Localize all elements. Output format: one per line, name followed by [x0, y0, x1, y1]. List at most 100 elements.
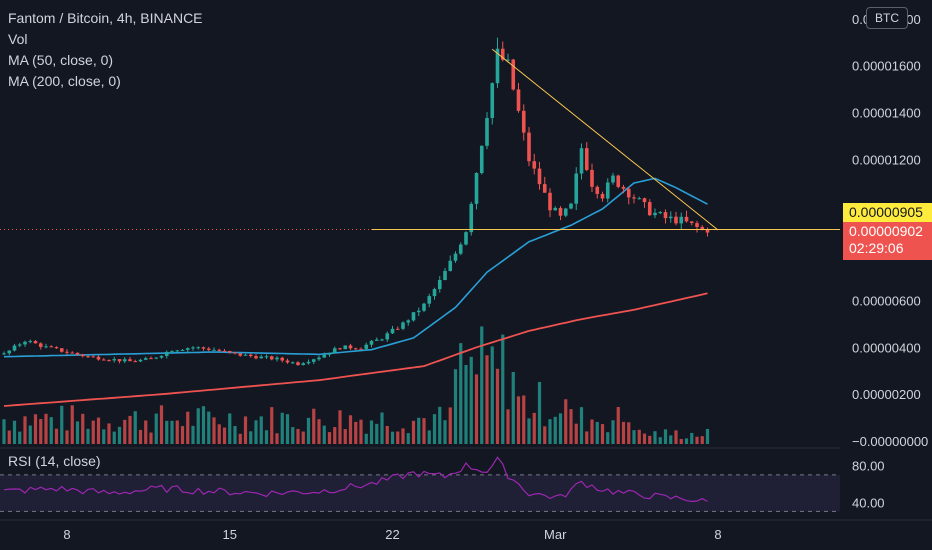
candle-body — [548, 192, 552, 211]
vol-indicator-label[interactable]: Vol — [8, 31, 28, 47]
volume-bar — [49, 417, 53, 444]
volume-bar — [385, 425, 389, 444]
volume-bar — [91, 420, 95, 444]
volume-bar — [375, 423, 379, 444]
volume-bar — [306, 417, 311, 444]
candle-body — [527, 132, 531, 162]
candle-body — [101, 359, 106, 361]
rsi-indicator-label[interactable]: RSI (14, close) — [8, 453, 101, 469]
volume-bar — [574, 423, 578, 444]
candle-body — [196, 347, 201, 349]
candle-body — [54, 347, 59, 349]
volume-bar — [228, 413, 232, 444]
price-axis-label: 0.00001400 — [852, 106, 921, 121]
volume-bar — [516, 396, 521, 444]
volume-bar — [170, 420, 174, 444]
candle-body — [133, 361, 138, 363]
candle-body — [254, 356, 258, 359]
candle-body — [86, 356, 90, 358]
rsi-axis-label: 80.00 — [852, 459, 885, 474]
volume-bar — [280, 412, 284, 444]
volume-bar — [669, 435, 673, 444]
volume-bar — [422, 418, 426, 444]
volume-bar — [75, 421, 80, 444]
volume-bar — [33, 414, 38, 444]
candle-body — [259, 356, 264, 359]
currency-button[interactable]: BTC — [866, 7, 908, 29]
volume-bar — [611, 420, 615, 444]
time-axis-label: 15 — [223, 527, 237, 542]
candle-body — [558, 207, 563, 216]
volume-bar — [233, 425, 237, 444]
volume-bar — [558, 413, 563, 444]
candle-body — [70, 352, 75, 354]
volume-bar — [684, 438, 689, 444]
candle-body — [401, 322, 405, 329]
last-price-tag: 0.00000902 02:29:06 — [843, 222, 932, 260]
candle-body — [485, 117, 489, 146]
volume-bar — [133, 411, 137, 444]
candle-body — [275, 357, 279, 360]
candle-body — [395, 328, 400, 330]
candle-body — [59, 348, 64, 352]
candle-body — [521, 110, 526, 133]
volume-bar — [443, 420, 447, 444]
price-axis-label: 0.00001600 — [852, 59, 921, 74]
volume-bar — [674, 430, 678, 444]
symbol-title[interactable]: Fantom / Bitcoin, 4h, BINANCE — [8, 10, 203, 26]
volume-bar — [44, 413, 48, 444]
rsi-band-fill — [0, 474, 840, 512]
candle-body — [33, 341, 38, 344]
candle-body — [663, 212, 668, 219]
volume-bar — [12, 420, 17, 444]
time-axis-label: 22 — [385, 527, 399, 542]
candle-body — [343, 345, 348, 350]
candle-body — [75, 352, 80, 355]
volume-bar — [222, 427, 227, 444]
volume-bar — [149, 432, 153, 444]
candle-body — [23, 341, 27, 345]
volume-bar — [369, 420, 374, 444]
volume-bar — [39, 419, 43, 444]
descending-trendline — [491, 48, 719, 231]
candle-body — [684, 216, 689, 222]
candle-body — [301, 363, 306, 366]
candle-body — [296, 362, 300, 366]
candle-body — [443, 270, 447, 281]
time-axis-label: 8 — [714, 527, 721, 542]
candle-body — [653, 212, 657, 216]
candle-body — [122, 359, 127, 362]
candle-body — [248, 354, 253, 357]
candle-body — [374, 339, 379, 341]
time-axis-label: Mar — [544, 527, 567, 542]
volume-bar — [495, 368, 500, 444]
volume-bar — [196, 408, 200, 444]
volume-bar — [301, 431, 305, 444]
volume-bar — [411, 420, 416, 444]
price-axis-label: 0.00000400 — [852, 340, 921, 355]
candle-body — [563, 208, 568, 216]
volume-bar — [28, 425, 32, 444]
ma200-indicator-label[interactable]: MA (200, close, 0) — [8, 73, 121, 89]
volume-bar — [154, 413, 158, 444]
ma50-indicator-label[interactable]: MA (50, close, 0) — [8, 52, 114, 68]
volume-bar — [417, 417, 421, 444]
candle-body — [689, 221, 694, 224]
volume-bar — [532, 412, 536, 444]
candle-body — [243, 354, 248, 356]
volume-bar — [201, 406, 206, 444]
candle-body — [264, 356, 269, 358]
volume-bar — [7, 430, 11, 444]
candle-body — [364, 344, 369, 349]
candle-body — [2, 353, 6, 355]
candle-body — [91, 356, 96, 358]
candle-body — [637, 198, 642, 200]
candle-body — [164, 351, 169, 356]
volume-bar — [632, 430, 636, 444]
candle-body — [406, 320, 411, 323]
candle-body — [605, 182, 610, 199]
candle-body — [217, 349, 222, 351]
candle-body — [170, 351, 174, 353]
candle-body — [506, 59, 510, 61]
